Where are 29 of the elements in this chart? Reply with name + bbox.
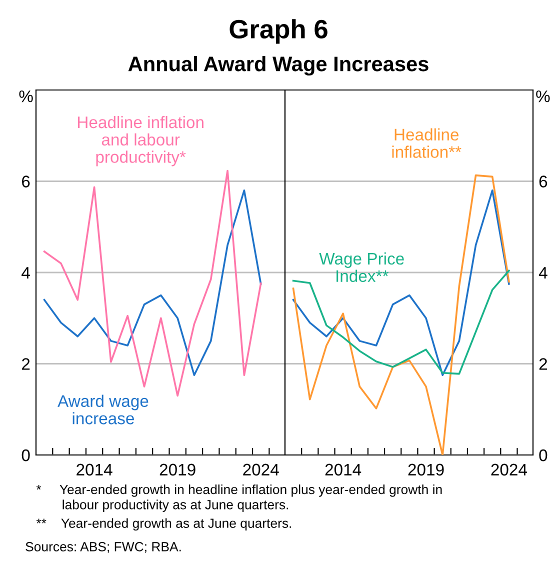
y-tick-label: 0	[539, 449, 548, 462]
text: ** Year-ended growth as at June quarters.	[36, 518, 292, 531]
y-tick-label: 2	[22, 358, 30, 370]
series-label: Headline inflation and labour productivity*	[78, 116, 204, 166]
y-tick-label: 2	[539, 358, 547, 370]
y-tick-label: 6	[539, 176, 548, 188]
y-tick-label: 4	[22, 267, 30, 279]
chart-subtitle: Annual Award Wage Increases	[128, 56, 428, 76]
y-axis-title: %	[19, 90, 33, 102]
x-tick-label: 2019	[408, 464, 444, 476]
source-note: Sources: ABS; FWC; RBA.	[26, 542, 181, 553]
line-series	[292, 270, 510, 375]
x-tick-label: 2019	[160, 464, 196, 476]
line-series	[292, 174, 510, 455]
text: Award wage increase	[58, 394, 148, 424]
line-series	[43, 189, 262, 376]
x-tick-label: 2024	[491, 464, 527, 476]
x-tick-label: 2014	[325, 464, 362, 476]
line-series	[292, 189, 510, 376]
text: * Year-ended growth in headline inflation plus year-ended growth in labour productivity as at June quarters.	[36, 484, 442, 512]
x-tick-label: 2024	[243, 464, 279, 476]
y-axis-title: %	[536, 90, 550, 102]
y-tick-label: 6	[22, 176, 30, 188]
series-label: Headline inflation**	[392, 128, 462, 158]
x-tick-label: 2014	[76, 464, 112, 476]
chart-title: Graph 6	[230, 19, 328, 44]
y-tick-label: 4	[538, 267, 548, 279]
series-label: Wage Price Index**	[319, 252, 404, 282]
y-tick-label: 0	[22, 449, 30, 462]
